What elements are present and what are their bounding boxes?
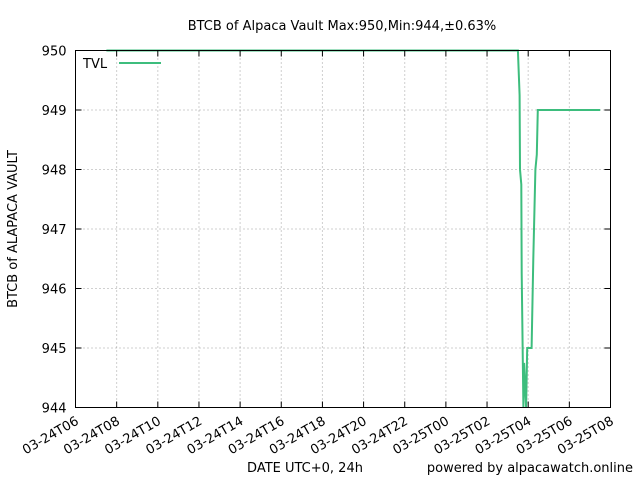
- series-line-tvl: [106, 49, 601, 408]
- x-axis-title: DATE UTC+0, 24h: [247, 461, 363, 476]
- chart-title: BTCB of Alpaca Vault Max:950,Min:944,±0.…: [188, 19, 497, 34]
- y-tick-label: 945: [42, 342, 67, 357]
- credit-text: powered by alpacawatch.online: [427, 461, 633, 476]
- y-tick-label: 950: [42, 45, 67, 60]
- legend: TVL: [82, 57, 161, 72]
- legend-label-tvl: TVL: [82, 57, 108, 72]
- y-tick-label: 949: [42, 104, 67, 119]
- series-layer: [106, 49, 601, 408]
- y-tick-label: 944: [42, 402, 67, 417]
- y-tick-label: 948: [42, 164, 67, 179]
- y-axis-title: BTCB of ALAPACA VAULT: [6, 150, 21, 308]
- grid: [75, 50, 611, 408]
- y-tick-label: 946: [42, 283, 67, 298]
- y-tick-label: 947: [42, 223, 67, 238]
